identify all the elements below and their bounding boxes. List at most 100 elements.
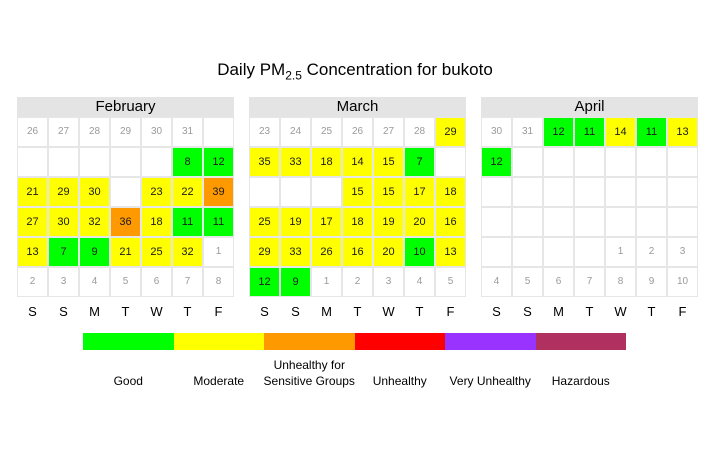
no-data-cell [481, 207, 512, 237]
month-header: March [249, 97, 466, 117]
pm25-day-cell: 18 [141, 207, 172, 237]
weekday-label: S [28, 304, 37, 319]
adjacent-month-day-cell: 8 [605, 267, 636, 297]
adjacent-month-day-cell: 31 [172, 117, 203, 147]
pm25-day-cell: 12 [481, 147, 512, 177]
pm25-day-cell: 30 [48, 207, 79, 237]
no-data-cell [17, 147, 48, 177]
pm25-day-cell: 11 [574, 117, 605, 147]
no-data-cell [311, 177, 342, 207]
weekday-label: T [183, 304, 192, 319]
no-data-cell [605, 177, 636, 207]
adjacent-month-day-cell: 27 [373, 117, 404, 147]
pm25-day-cell: 12 [543, 117, 574, 147]
no-data-cell [141, 147, 172, 177]
no-data-cell [605, 207, 636, 237]
legend-label: Moderate [193, 374, 245, 388]
pm25-day-cell: 18 [342, 207, 373, 237]
weekday-label: T [415, 304, 424, 319]
adjacent-month-day-cell: 1 [203, 237, 234, 267]
pm25-day-cell: 23 [141, 177, 172, 207]
pm25-day-cell: 9 [79, 237, 110, 267]
pm25-day-cell: 22 [172, 177, 203, 207]
no-data-cell [667, 177, 698, 207]
pm25-day-cell: 32 [172, 237, 203, 267]
pm25-day-cell: 36 [110, 207, 141, 237]
adjacent-month-day-cell: 27 [48, 117, 79, 147]
no-data-cell [636, 207, 667, 237]
no-data-cell [79, 147, 110, 177]
weekday-label: S [523, 304, 532, 319]
no-data-cell [667, 207, 698, 237]
adjacent-month-day-cell: 31 [512, 117, 543, 147]
no-data-cell [543, 177, 574, 207]
adjacent-month-day-cell: 30 [481, 117, 512, 147]
pm25-day-cell: 32 [79, 207, 110, 237]
pm25-day-cell: 27 [17, 207, 48, 237]
pm25-day-cell: 13 [667, 117, 698, 147]
pm25-day-cell: 18 [435, 177, 466, 207]
adjacent-month-day-cell: 2 [342, 267, 373, 297]
no-data-cell [48, 147, 79, 177]
adjacent-month-day-cell: 25 [311, 117, 342, 147]
no-data-cell [574, 147, 605, 177]
adjacent-month-day-cell: 1 [311, 267, 342, 297]
no-data-cell [636, 147, 667, 177]
no-data-cell [481, 177, 512, 207]
no-data-cell [543, 147, 574, 177]
no-data-cell [512, 177, 543, 207]
adjacent-month-day-cell: 23 [249, 117, 280, 147]
legend-swatch [354, 333, 445, 350]
adjacent-month-day-cell: 28 [79, 117, 110, 147]
adjacent-month-day-cell: 7 [574, 267, 605, 297]
adjacent-month-day-cell: 6 [543, 267, 574, 297]
adjacent-month-day-cell: 5 [110, 267, 141, 297]
adjacent-month-day-cell: 3 [667, 237, 698, 267]
pm25-day-cell: 9 [280, 267, 311, 297]
pm25-day-cell: 16 [435, 207, 466, 237]
pm25-day-cell: 7 [48, 237, 79, 267]
no-data-cell [636, 177, 667, 207]
no-data-cell [574, 177, 605, 207]
adjacent-month-day-cell: 26 [342, 117, 373, 147]
month-header: April [481, 97, 698, 117]
no-data-cell [543, 237, 574, 267]
no-data-cell [512, 147, 543, 177]
month-header: February [17, 97, 234, 117]
weekday-label: F [678, 304, 687, 319]
adjacent-month-day-cell: 7 [172, 267, 203, 297]
adjacent-month-day-cell: 4 [481, 267, 512, 297]
pm25-day-cell: 29 [249, 237, 280, 267]
adjacent-month-day-cell: 29 [110, 117, 141, 147]
legend-label: Unhealthy for Sensitive Groups [263, 358, 355, 388]
weekday-label: T [121, 304, 130, 319]
weekday-label: T [647, 304, 656, 319]
pm25-day-cell: 29 [435, 117, 466, 147]
legend-swatch [264, 333, 355, 350]
pm25-day-cell: 33 [280, 147, 311, 177]
no-data-cell [574, 237, 605, 267]
no-data-cell [110, 177, 141, 207]
adjacent-month-day-cell: 2 [17, 267, 48, 297]
pm25-day-cell: 35 [249, 147, 280, 177]
chart-title: Daily PM2.5 Concentration for bukoto [217, 60, 493, 83]
no-data-cell [110, 147, 141, 177]
pm25-day-cell: 15 [373, 177, 404, 207]
pm25-day-cell: 25 [141, 237, 172, 267]
legend-swatch [83, 333, 174, 350]
adjacent-month-day-cell: 5 [512, 267, 543, 297]
pm25-day-cell: 13 [17, 237, 48, 267]
legend-label: Hazardous [551, 374, 610, 388]
pm25-day-cell: 21 [17, 177, 48, 207]
adjacent-month-day-cell: 4 [404, 267, 435, 297]
pm25-day-cell: 11 [636, 117, 667, 147]
pm25-day-cell: 29 [48, 177, 79, 207]
adjacent-month-day-cell: 26 [17, 117, 48, 147]
weekday-label: W [614, 304, 627, 319]
pm25-day-cell: 30 [79, 177, 110, 207]
pm25-day-cell: 12 [249, 267, 280, 297]
pm25-day-cell: 14 [605, 117, 636, 147]
no-data-cell [605, 147, 636, 177]
adjacent-month-day-cell: 3 [373, 267, 404, 297]
weekday-label: M [321, 304, 332, 319]
